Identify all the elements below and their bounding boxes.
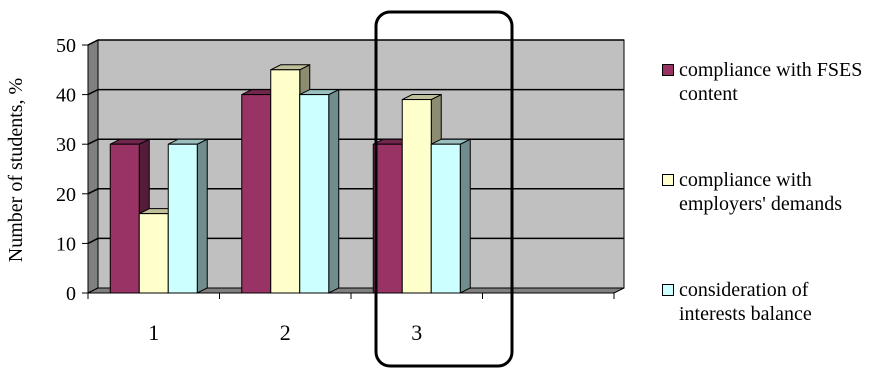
gridline-50 (87, 39, 624, 46)
legend-swatch-balance (662, 284, 674, 296)
gridline-40 (87, 88, 624, 96)
legend-label-balance: consideration of interests balance (679, 279, 812, 325)
legend: compliance with FSES content compliance … (662, 58, 877, 388)
side-wall (87, 39, 99, 294)
highlight-box-category-3 (374, 10, 514, 368)
y-axis-title: Number of students, % (5, 78, 27, 262)
legend-item-balance: consideration of interests balance (662, 278, 877, 388)
legend-item-fses: compliance with FSES content (662, 58, 877, 168)
bar-chart: 0 10 20 30 40 50 1 2 3 Number of students, % com… (5, 10, 862, 368)
y-tick-label-30: 30 (56, 134, 76, 156)
y-tick-label-0: 0 (66, 283, 76, 305)
legend-item-employers: compliance with employers' demands (662, 168, 877, 278)
y-tick-label-20: 20 (56, 184, 76, 206)
chart-canvas: 0 10 20 30 40 50 1 2 3 Number of students, % (5, 10, 625, 368)
x-tick-label-1: 1 (148, 320, 159, 345)
bar-3-category-1 (167, 138, 208, 294)
bars (109, 63, 471, 294)
tick-labels: 0 10 20 30 40 50 1 2 3 (56, 35, 422, 345)
legend-swatch-employers (662, 174, 674, 186)
y-tick-label-50: 50 (56, 35, 76, 57)
x-tick-label-2: 2 (280, 320, 291, 345)
y-tick-label-10: 10 (56, 233, 76, 255)
x-tick-label-3: 3 (411, 320, 422, 345)
bar-3-category-3 (430, 138, 471, 294)
bar-3-category-2 (299, 88, 340, 294)
legend-label-fses: compliance with FSES content (679, 59, 863, 105)
legend-label-employers: compliance with employers' demands (679, 169, 843, 215)
y-tick-label-40: 40 (56, 85, 76, 107)
legend-swatch-fses (662, 64, 674, 76)
